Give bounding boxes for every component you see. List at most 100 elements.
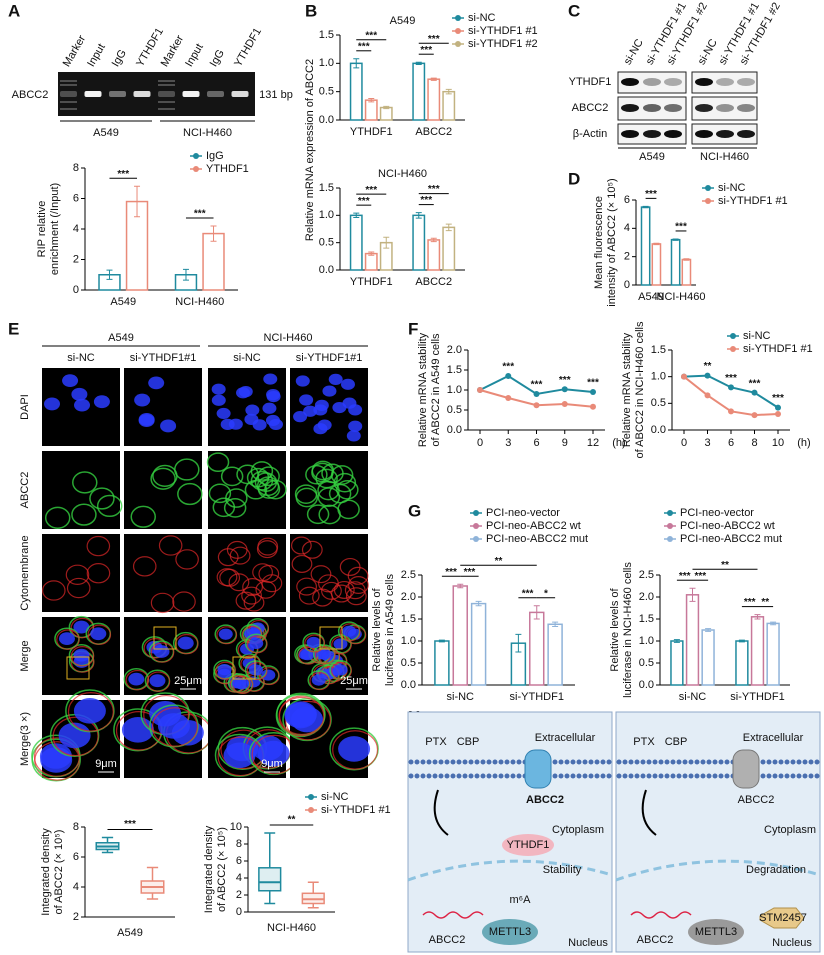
blot-band [643,104,661,112]
significance-label: ** [721,560,729,571]
membrane [330,584,352,603]
lipid [486,759,492,765]
x-tick-label: si-NC [679,691,707,703]
nucleus [340,378,355,390]
membrane [96,494,123,518]
legend-label: si-NC [321,791,349,803]
membrane [130,505,156,528]
bar [427,239,441,271]
diagram-label: PTX [425,736,447,748]
row-label: Cytomembrane [19,535,31,610]
legend-marker [455,28,461,34]
legend-label: si-NC [743,330,771,342]
diagram-label: CBP [457,736,480,748]
point [533,391,540,397]
membrane [86,562,111,584]
membrane [49,713,100,757]
nucleus [73,648,90,662]
point [775,411,781,417]
lipid [640,759,646,765]
x-tick-label: NCI-H460 [657,291,706,303]
point [590,389,596,395]
nucleus [314,399,329,411]
significance-label: *** [744,597,756,608]
membrane [314,646,336,665]
lipid [600,759,606,765]
nucleus [236,387,251,399]
bar [434,640,450,686]
membrane [70,617,95,639]
nucleus [252,419,267,431]
legend-marker [730,333,736,339]
y-tick-label: 0.5 [651,397,666,409]
gel-band [182,91,200,97]
membrane [306,504,330,525]
transporter [524,749,552,789]
membrane [246,662,268,681]
membrane [72,471,98,494]
bar [670,640,684,686]
lipid [784,759,790,765]
y-axis-label: Relative levels of [371,587,383,671]
lipid [670,759,676,765]
nucleus [293,411,308,423]
diagram-label: m⁶A [509,894,531,906]
y-tick-label: 0 [236,906,242,918]
membrane [206,452,230,473]
lipid [576,759,582,765]
lipid [450,773,456,779]
group-label: A549 [639,151,665,163]
bar [412,62,426,121]
y-tick-label: 2.0 [639,591,654,603]
lipid [474,773,480,779]
y-axis-label: of ABCC2 (× 10⁵) [216,827,228,912]
y-tick-label: 0.5 [319,237,334,249]
lipid [504,759,510,765]
y-tick-label: 1.5 [319,182,334,194]
point [590,403,596,410]
ythdf1-protein [502,834,554,856]
error-bar [383,236,390,249]
lipid [772,773,778,779]
gel-band [207,91,224,97]
y-axis-label: Relative mRNA stability [621,332,633,447]
significance-label: *** [117,169,129,180]
column-label: si-NC [67,352,95,364]
legend-label: si-YTHDF1 #1 [718,195,788,207]
lipid [724,773,730,779]
significance-label: *** [445,567,457,578]
membrane [177,482,203,506]
significance-label: *** [675,222,687,233]
membrane [294,484,318,505]
legend-label: PCI-neo-ABCC2 mut [486,533,588,545]
membrane [71,503,97,526]
y-tick-label: 0.0 [319,264,334,276]
lipid [688,759,694,765]
error-bar [383,105,390,110]
lipid [694,773,700,779]
nucleus [322,385,337,397]
blot-band [716,78,734,86]
scale-bar-label: 9μm [261,758,283,770]
error-bar [430,77,437,81]
gel-band [133,91,151,97]
blot-band [737,78,755,86]
scale-bar-label: 25μm [174,675,202,687]
membrane [348,575,369,594]
y-tick-label: 0.5 [319,86,334,98]
lipid [510,759,516,765]
lipid [718,773,724,779]
nucleus [90,627,107,641]
lipid [652,773,658,779]
lipid [432,773,438,779]
point [505,373,512,379]
y-tick-label: 1.0 [651,371,666,383]
lane-label: Input [85,42,108,69]
blot-band [643,78,661,86]
lipid [480,773,486,779]
membrane [250,461,274,481]
band-label: ABCC2 [12,89,49,101]
membrane [220,466,244,487]
error-bar [445,88,452,95]
bar [349,214,363,271]
